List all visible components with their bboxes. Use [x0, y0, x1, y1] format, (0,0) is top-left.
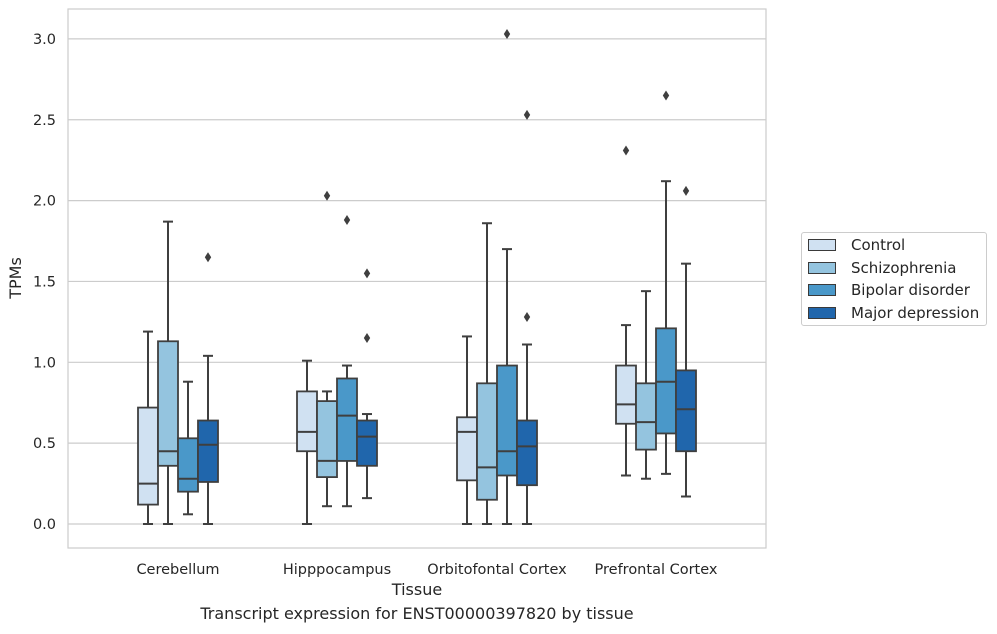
y-tick-label: 0.5: [33, 436, 56, 452]
legend-label: Control: [851, 236, 906, 254]
outlier-point: [503, 29, 511, 40]
x-axis-label: Tissue: [391, 580, 442, 599]
box-control-0: [137, 330, 159, 525]
x-tick-label: Prefrontal Cortex: [595, 562, 718, 578]
box-iqr: [516, 419, 538, 487]
outlier-point: [323, 190, 331, 201]
legend-swatch: [808, 284, 836, 296]
box-iqr: [476, 382, 498, 501]
box-groups: [137, 29, 697, 525]
box-major-depression-2: [516, 109, 538, 525]
legend-label: Schizophrenia: [851, 259, 957, 277]
box-iqr: [316, 400, 338, 479]
box-control-3: [615, 145, 637, 477]
box-iqr: [157, 340, 179, 467]
box-iqr: [197, 419, 219, 483]
x-tick-label: Hipppocampus: [283, 562, 391, 578]
box-iqr: [635, 382, 657, 451]
box-schizophrenia-3: [635, 290, 657, 480]
box-iqr: [615, 364, 637, 425]
outlier-point: [204, 252, 212, 263]
y-tick-label: 0.0: [33, 517, 56, 533]
legend-label: Bipolar disorder: [851, 281, 970, 299]
box-schizophrenia-0: [157, 220, 179, 525]
legend-label: Major depression: [851, 304, 980, 322]
box-iqr: [336, 377, 358, 462]
box-bipolar-disorder-0: [177, 380, 199, 516]
box-schizophrenia-1: [316, 190, 338, 508]
legend-swatch: [808, 307, 836, 319]
box-iqr: [356, 419, 378, 467]
box-bipolar-disorder-3: [655, 90, 677, 475]
box-major-depression-3: [675, 185, 697, 498]
outlier-point: [363, 268, 371, 279]
outlier-point: [523, 312, 531, 323]
legend-item-major-depression: Major depression: [808, 304, 979, 322]
plot-area: [67, 8, 767, 549]
box-major-depression-1: [356, 268, 378, 500]
box-iqr: [137, 406, 159, 506]
box-iqr: [675, 369, 697, 453]
box-iqr: [456, 416, 478, 482]
chart-caption: Transcript expression for ENST0000039782…: [200, 604, 634, 623]
x-tick-label: Orbitofontal Cortex: [427, 562, 567, 578]
legend-swatch: [808, 262, 836, 274]
legend-item-control: Control: [808, 236, 905, 254]
box-major-depression-0: [197, 252, 219, 525]
y-tick-label: 2.0: [33, 194, 56, 210]
outlier-point: [523, 109, 531, 120]
y-tick-label: 2.5: [33, 113, 56, 129]
legend-swatch: [808, 239, 836, 251]
x-tick-label: Cerebellum: [136, 562, 219, 578]
box-schizophrenia-2: [476, 222, 498, 525]
outlier-point: [343, 215, 351, 226]
legend-item-schizophrenia: Schizophrenia: [808, 259, 956, 277]
legend-item-bipolar-disorder: Bipolar disorder: [808, 281, 970, 299]
box-bipolar-disorder-2: [496, 29, 518, 525]
y-tick-label: 1.5: [33, 274, 56, 290]
outlier-point: [363, 333, 371, 344]
x-tick-labels: Cerebellum Hipppocampus Orbitofontal Corte…: [136, 562, 717, 578]
y-tick-labels: 0.0 0.5 1.0 1.5 2.0 2.5 3.0: [33, 32, 56, 533]
box-iqr: [296, 390, 318, 453]
box-iqr: [496, 364, 518, 477]
legend: Control Schizophrenia Bipolar disorder M…: [801, 232, 987, 326]
outlier-point: [682, 185, 690, 196]
outlier-point: [662, 90, 670, 101]
box-iqr: [177, 437, 199, 493]
y-axis-label: TPMs: [6, 257, 25, 300]
outlier-point: [622, 145, 630, 156]
y-tick-label: 3.0: [33, 32, 56, 48]
y-tick-label: 1.0: [33, 355, 56, 371]
